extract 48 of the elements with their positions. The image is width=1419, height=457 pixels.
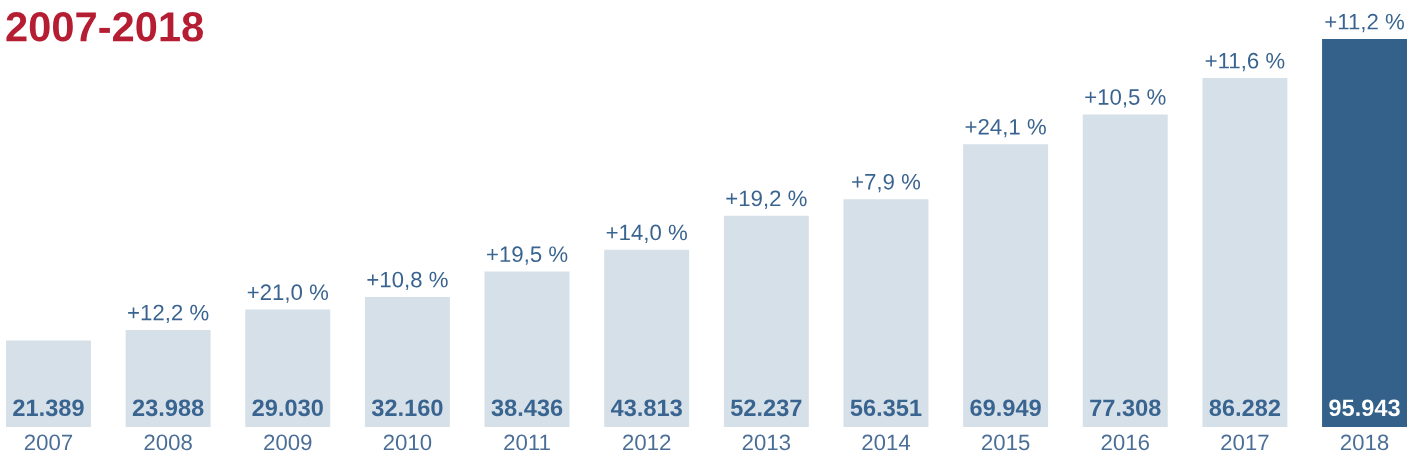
x-tick-label: 2018 — [1340, 434, 1389, 451]
bar — [843, 199, 929, 427]
data-label: 29.030 — [252, 399, 323, 417]
x-tick-label: 2011 — [504, 434, 550, 451]
annotation: +21,0 % — [247, 284, 329, 303]
x-tick-label: 2013 — [742, 434, 791, 451]
x-tick-label: 2017 — [1221, 434, 1269, 451]
data-label: 69.949 — [970, 399, 1041, 417]
annotation: +19,5 % — [487, 246, 568, 265]
bar — [1202, 78, 1288, 427]
x-tick-label: 2009 — [264, 434, 312, 451]
bar — [1322, 39, 1407, 427]
data-label: 56.351 — [850, 399, 922, 417]
bar — [963, 144, 1049, 427]
annotation: +10,8 % — [367, 271, 448, 291]
annotation: +12,2 % — [128, 304, 209, 324]
annotation: +19,2 % — [726, 190, 807, 209]
bar — [1082, 114, 1168, 427]
bar — [245, 309, 331, 427]
data-label: 38.436 — [491, 399, 563, 417]
data-label: 86.282 — [1209, 399, 1281, 417]
bar — [723, 215, 809, 427]
x-tick-label: 2007 — [24, 434, 73, 451]
annotation: +24,1 % — [965, 118, 1046, 138]
annotation: +14,0 % — [606, 224, 687, 243]
x-tick-label: 2008 — [144, 434, 192, 451]
x-tick-label: 2014 — [862, 434, 911, 451]
x-tick-label: 2015 — [982, 434, 1030, 451]
data-label: 77.308 — [1090, 399, 1161, 417]
x-tick-label: 2010 — [383, 434, 432, 451]
bar — [125, 330, 211, 427]
bar — [484, 271, 570, 427]
annotation: +11,2 % — [1325, 13, 1404, 33]
x-tick-label: 2012 — [623, 434, 671, 451]
annotation: +11,6 % — [1205, 52, 1285, 72]
bar — [364, 296, 450, 427]
data-label: 52.237 — [730, 399, 802, 417]
data-label: 43.813 — [610, 399, 682, 417]
bar — [604, 249, 690, 427]
annotation: +7,9 % — [852, 173, 921, 193]
chart-title: 2007-2018 — [6, 12, 203, 42]
data-label: 32.160 — [371, 399, 443, 417]
data-label: 95.943 — [1329, 399, 1400, 417]
bar — [6, 340, 91, 427]
annotation: +10,5 % — [1085, 89, 1166, 108]
data-label: 21.389 — [13, 399, 84, 417]
data-label: 23.988 — [132, 399, 204, 417]
x-tick-label: 2016 — [1101, 434, 1149, 451]
